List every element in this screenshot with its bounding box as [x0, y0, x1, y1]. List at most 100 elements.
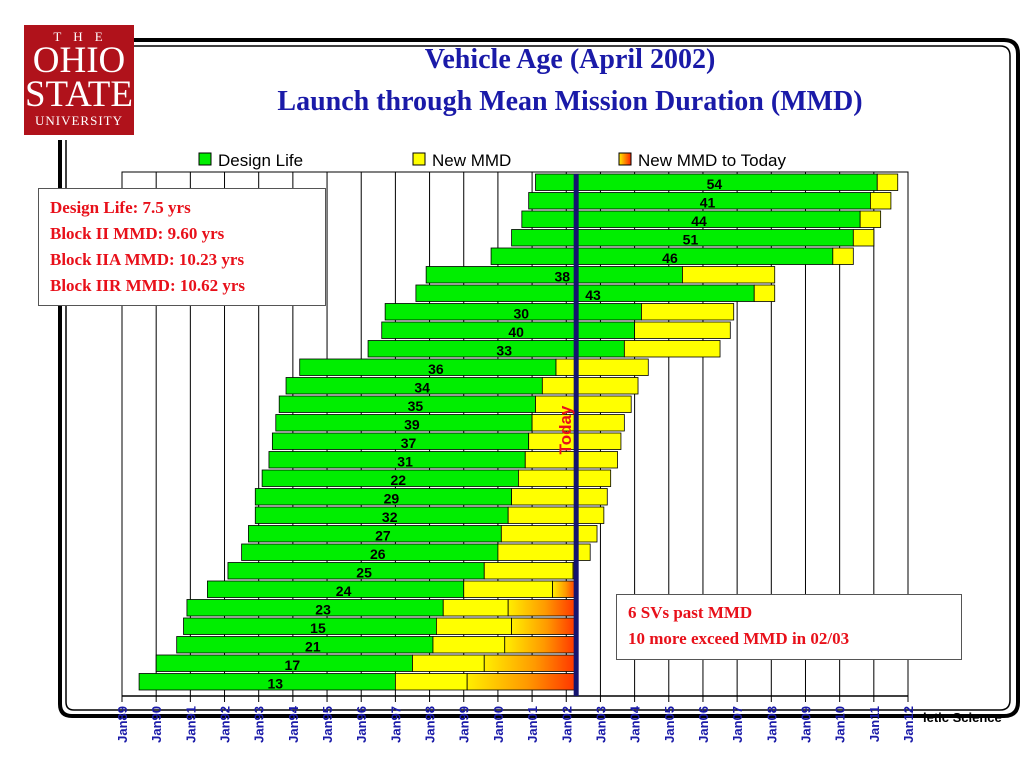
note-block2a: Block IIA MMD: 10.23 yrs: [50, 250, 245, 269]
bar-new-mmd: [442, 599, 509, 617]
bar-new-mmd: [753, 284, 776, 302]
ohio-state-logo: THE OHIO STATE UNIVERSITY: [24, 25, 134, 135]
sv-label: 31: [397, 454, 413, 470]
sv-label: 39: [404, 417, 420, 433]
bar-new-mmd: [435, 617, 512, 635]
mmd-info-box: Design Life: 7.5 yrs Block II MMD: 9.60 …: [38, 188, 326, 306]
sv-label: 46: [662, 250, 678, 266]
x-tick-label: Jan10: [833, 706, 848, 743]
sv-label: 44: [691, 213, 707, 229]
x-tick-label: Jan97: [388, 706, 403, 743]
legend-label: New MMD: [432, 151, 511, 170]
bar-new-mmd: [463, 580, 553, 598]
sv-label: 22: [390, 472, 406, 488]
page-title: Vehicle Age (April 2002): [424, 44, 716, 75]
bar-new-mmd: [511, 488, 608, 506]
bar-new-mmd: [524, 451, 618, 469]
sv-label: 27: [375, 528, 391, 544]
x-tick-label: Jan04: [628, 705, 643, 743]
x-tick-label: Jan08: [764, 706, 779, 743]
bar-new-mmd: [634, 321, 731, 339]
logo-state: STATE: [24, 74, 134, 115]
sv-label: 51: [683, 232, 699, 248]
sv-label: 15: [310, 620, 326, 636]
sv-label: 30: [514, 306, 530, 322]
sv-label: 41: [700, 195, 716, 211]
legend-swatch: [198, 152, 212, 166]
logo-the: THE: [53, 29, 115, 44]
x-tick-label: Jan91: [183, 706, 198, 743]
x-tick-label: Jan92: [218, 706, 233, 743]
x-tick-label: Jan03: [593, 706, 608, 743]
bar-new-mmd: [859, 210, 882, 228]
sv-label: 29: [384, 491, 400, 507]
bar-new-mmd: [518, 469, 612, 487]
sv-label: 25: [356, 565, 372, 581]
note-design-life: Design Life: 7.5 yrs: [50, 198, 191, 217]
bar-mmd-to-today: [466, 673, 577, 691]
bar-new-mmd: [555, 358, 649, 376]
sv-label: 26: [370, 546, 386, 562]
x-tick-label: Jan98: [423, 706, 438, 743]
x-tick-label: Jan99: [457, 706, 472, 743]
x-tick-label: Jan09: [798, 706, 813, 743]
bar-mmd-to-today: [511, 617, 577, 635]
sv-label: 54: [707, 176, 723, 192]
x-tick-label: Jan01: [525, 706, 540, 743]
sv-label: 23: [315, 602, 331, 618]
note-block2r: Block IIR MMD: 10.62 yrs: [50, 276, 246, 295]
x-tick-label: Jan06: [696, 706, 711, 743]
sv-label: 17: [285, 657, 301, 673]
bar-new-mmd: [432, 636, 506, 654]
bar-new-mmd: [394, 673, 468, 691]
footer-cut-text: letic Science: [923, 710, 1002, 725]
bar-new-mmd: [483, 562, 574, 580]
sv-label: 21: [305, 639, 321, 655]
note-past-mmd: 6 SVs past MMD: [628, 603, 753, 622]
bar-new-mmd: [541, 377, 639, 395]
sv-label: 37: [401, 435, 417, 451]
bar-new-mmd: [870, 192, 892, 210]
x-tick-label: Jan07: [730, 706, 745, 743]
bar-new-mmd: [497, 543, 591, 561]
bar-mmd-to-today: [504, 636, 577, 654]
x-tick-label: Jan02: [559, 706, 574, 743]
sv-label: 36: [428, 361, 444, 377]
bar-new-mmd: [623, 340, 721, 358]
sv-label: 40: [508, 324, 524, 340]
legend-swatch: [412, 152, 426, 166]
bar-new-mmd: [832, 247, 854, 265]
page-subtitle: Launch through Mean Mission Duration (MM…: [277, 86, 863, 117]
today-label: Today: [556, 405, 575, 454]
logo-ohio: OHIO: [32, 40, 126, 81]
x-tick-label: Jan00: [491, 706, 506, 743]
bar-mmd-to-today: [552, 580, 577, 598]
bar-new-mmd: [535, 395, 632, 413]
sv-label: 13: [267, 676, 283, 692]
logo-university: UNIVERSITY: [35, 113, 123, 128]
x-tick-label: Jan12: [901, 706, 916, 743]
bar-new-mmd: [412, 654, 485, 672]
x-tick-label: Jan90: [149, 706, 164, 743]
sv-label: 24: [336, 583, 352, 599]
bar-mmd-to-today: [507, 599, 577, 617]
legend-label: Design Life: [218, 151, 303, 170]
x-tick-label: Jan89: [115, 706, 130, 743]
sv-label: 43: [585, 287, 601, 303]
note-block2: Block II MMD: 9.60 yrs: [50, 224, 225, 243]
x-tick-label: Jan11: [867, 706, 882, 742]
sv-label: 38: [555, 269, 571, 285]
x-tick-label: Jan96: [354, 706, 369, 743]
sv-label: 32: [382, 509, 398, 525]
sv-label: 34: [414, 380, 430, 396]
sv-label: 33: [496, 343, 512, 359]
sv-label: 35: [408, 398, 424, 414]
x-tick-label: Jan05: [662, 706, 677, 743]
note-exceed: 10 more exceed MMD in 02/03: [628, 629, 850, 648]
x-tick-label: Jan94: [286, 705, 301, 743]
x-tick-label: Jan95: [320, 706, 335, 743]
bar-new-mmd: [682, 266, 776, 284]
bar-new-mmd: [876, 173, 899, 191]
past-mmd-box: 6 SVs past MMD 10 more exceed MMD in 02/…: [616, 594, 962, 660]
